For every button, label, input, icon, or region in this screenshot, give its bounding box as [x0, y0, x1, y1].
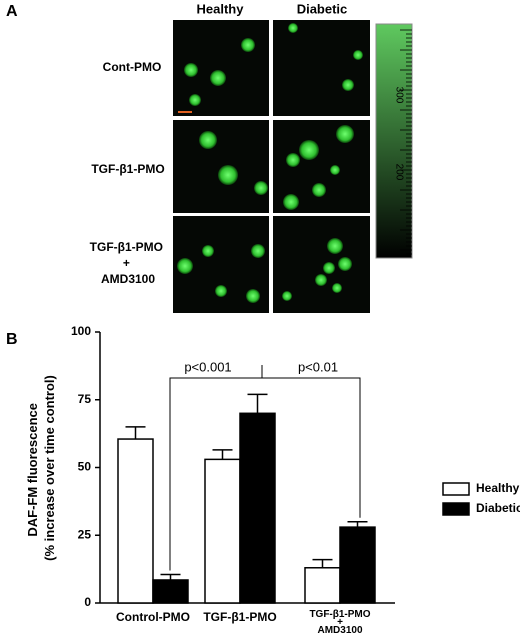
- cell: [332, 283, 342, 293]
- bar: [339, 526, 376, 604]
- micrographs: [173, 20, 370, 313]
- cell: [323, 262, 335, 274]
- legend-label: Healthy: [476, 481, 520, 495]
- error-bar: [125, 426, 146, 440]
- micrograph: [273, 20, 370, 116]
- bar: [117, 438, 154, 604]
- cell: [330, 165, 340, 175]
- bar: [152, 579, 189, 604]
- micrograph: [173, 120, 269, 213]
- x-tick-line: TGF-β1-PMO: [203, 610, 276, 624]
- cell: [299, 140, 319, 160]
- y-tick-label: 25: [78, 527, 92, 541]
- legend-swatch: [442, 482, 470, 496]
- error-bar: [347, 520, 368, 528]
- cell: [215, 285, 227, 297]
- scale-label: 300: [393, 87, 404, 104]
- row-label: TGF-β1-PMO + AMD3100: [90, 240, 167, 286]
- cell: [199, 131, 217, 149]
- y-tick-label: 0: [84, 595, 91, 609]
- cell: [177, 258, 193, 274]
- cell: [202, 245, 214, 257]
- error-bar: [160, 573, 181, 580]
- cell: [241, 38, 255, 52]
- x-tick-label: TGF-β1-PMO + AMD3100: [309, 609, 370, 634]
- cell: [210, 70, 226, 86]
- row-label: TGF-β1-PMO: [91, 162, 164, 176]
- column-title: Diabetic: [297, 1, 348, 16]
- legend-swatch: [442, 502, 470, 516]
- scale-label: 200: [393, 164, 404, 181]
- bar: [204, 458, 241, 604]
- cell: [336, 125, 354, 143]
- cell: [342, 79, 354, 91]
- scale-ticks: [400, 29, 412, 255]
- error-bar: [312, 558, 333, 568]
- bracket: [169, 365, 361, 571]
- cell: [251, 244, 265, 258]
- annotation: p<0.001: [184, 359, 231, 374]
- cell: [288, 23, 298, 33]
- y-tick-label: 75: [78, 392, 92, 406]
- y-tick-label: 50: [78, 460, 92, 474]
- error-bar: [212, 449, 233, 460]
- cell: [353, 50, 363, 60]
- cell: [286, 153, 300, 167]
- cell: [254, 181, 268, 195]
- color-scale: [375, 23, 413, 259]
- cell: [282, 291, 292, 301]
- x-tick-label: Control-PMO: [116, 610, 190, 624]
- x-tick-line: +: [337, 617, 343, 628]
- cell: [246, 289, 260, 303]
- cell: [218, 165, 238, 185]
- bar: [239, 412, 276, 604]
- column-title: Healthy: [197, 1, 245, 16]
- cell: [315, 274, 327, 286]
- bar: [304, 567, 341, 604]
- cell: [327, 238, 343, 254]
- x-tick-line: AMD3100: [317, 625, 362, 634]
- row-label: Cont-PMO: [103, 60, 162, 74]
- error-bar: [247, 393, 268, 414]
- cell: [338, 257, 352, 271]
- x-tick-line: Control-PMO: [116, 610, 190, 624]
- cell: [189, 94, 201, 106]
- y-axis-title: DAF-FM fluorescence (% increase over tim…: [25, 375, 57, 561]
- cell: [283, 194, 299, 210]
- panel-label: A: [6, 3, 18, 20]
- legend-label: Diabetic: [476, 501, 520, 515]
- cell: [312, 183, 326, 197]
- annotation: p<0.01: [298, 359, 338, 374]
- panel-label: B: [6, 331, 18, 348]
- cell: [184, 63, 198, 77]
- y-tick-label: 100: [71, 324, 91, 338]
- x-tick-line: TGF-β1-PMO: [309, 609, 370, 620]
- x-tick-label: TGF-β1-PMO: [203, 610, 276, 624]
